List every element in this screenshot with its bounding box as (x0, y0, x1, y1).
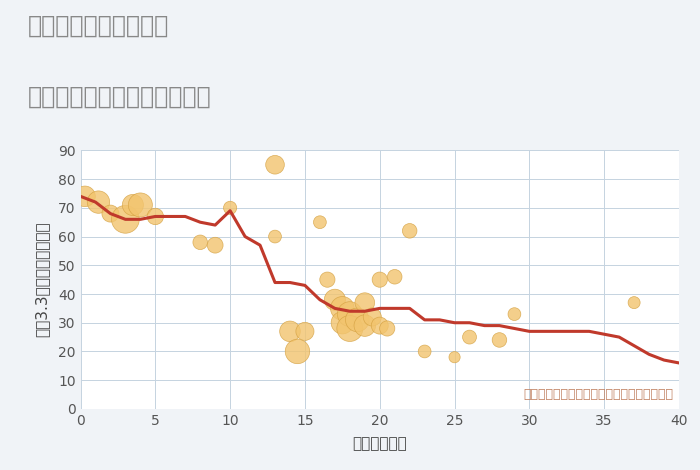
Point (337, 319, 348, 327)
Text: 円の大きさは、取引のあった物件面積を示す: 円の大きさは、取引のあった物件面積を示す (523, 388, 673, 401)
Point (344, 310, 356, 318)
Point (105, 210, 116, 217)
Point (629, 299, 640, 306)
Point (300, 328, 311, 335)
Point (270, 161, 281, 169)
Text: 愛知県津島市皆戸町の: 愛知県津島市皆戸町の (28, 14, 169, 38)
Point (150, 213, 161, 220)
Point (494, 336, 505, 344)
Point (292, 348, 303, 355)
Point (284, 328, 295, 335)
Text: 築年数別中古マンション価格: 築年数別中古マンション価格 (28, 85, 211, 109)
Point (464, 333, 475, 341)
Point (367, 313, 378, 321)
Point (322, 276, 333, 283)
Point (359, 299, 370, 306)
Point (351, 316, 363, 324)
Y-axis label: 坪（3.3㎡）単価（万円）: 坪（3.3㎡）単価（万円） (35, 222, 50, 337)
Point (127, 201, 139, 209)
Point (344, 325, 356, 332)
Point (209, 242, 220, 249)
Point (449, 353, 460, 361)
Point (374, 322, 385, 329)
Point (93, 198, 104, 206)
Point (389, 273, 400, 281)
Point (509, 310, 520, 318)
Point (404, 227, 415, 235)
Point (337, 305, 348, 312)
Point (79, 193, 90, 200)
Point (382, 325, 393, 332)
Point (120, 216, 131, 223)
Point (195, 239, 206, 246)
Point (225, 204, 236, 212)
Point (329, 296, 340, 304)
Point (374, 276, 385, 283)
Point (314, 219, 326, 226)
Point (359, 322, 370, 329)
Point (134, 201, 146, 209)
Point (270, 233, 281, 240)
Point (419, 348, 430, 355)
X-axis label: 築年数（年）: 築年数（年） (352, 436, 407, 451)
